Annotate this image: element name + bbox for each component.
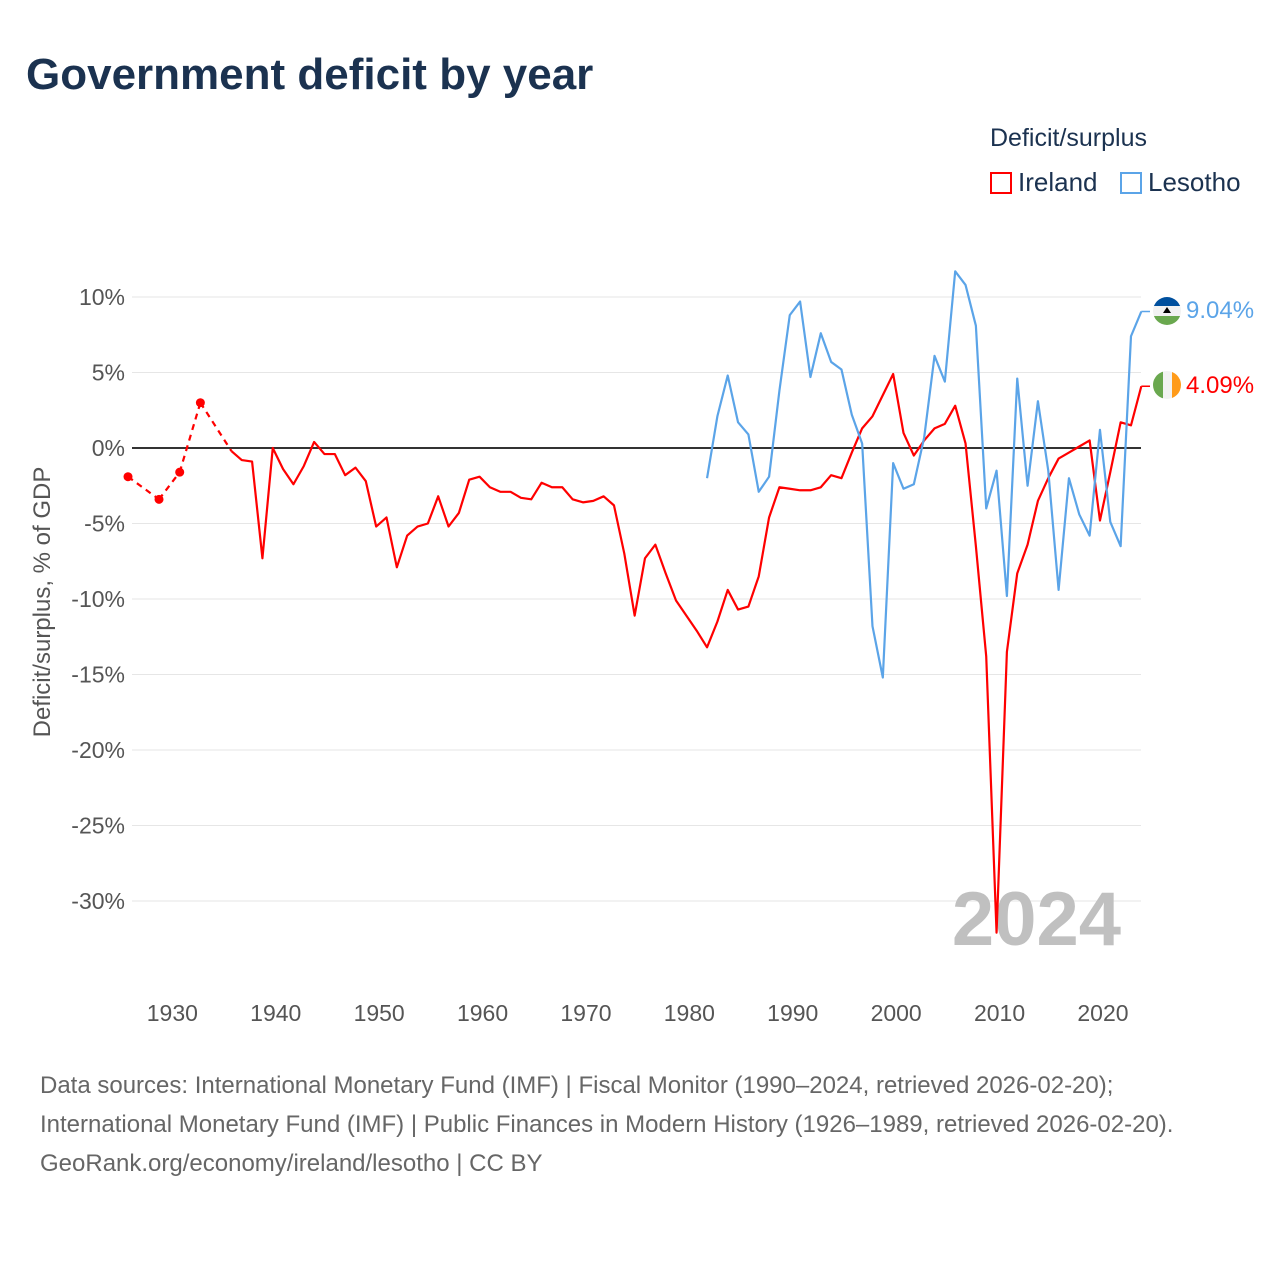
legend-swatch-lesotho — [1120, 171, 1142, 194]
lesotho-end-label: 9.04% — [1186, 297, 1254, 324]
legend-item-lesotho[interactable]: Lesotho — [1120, 167, 1241, 198]
legend-label-ireland: Ireland — [1018, 167, 1098, 197]
series-line — [230, 372, 1143, 934]
y-axis-title: Deficit/surplus, % of GDP — [29, 467, 56, 738]
x-tick-label: 2010 — [974, 1000, 1025, 1026]
gap-segment — [199, 402, 233, 452]
page-title: Government deficit by year — [26, 50, 594, 99]
lesotho-flag-icon — [1153, 297, 1181, 325]
gridlines — [132, 296, 1141, 902]
credit-link[interactable]: GeoRank.org/economy/ireland/lesotho | CC… — [40, 1150, 543, 1177]
y-axis-ticks: 10% 5% 0% -5% -10% -15% -20% -25% -30% — [71, 284, 125, 914]
series-lines — [123, 270, 1150, 934]
x-tick-label: 1960 — [457, 1000, 508, 1026]
ireland-flag-icon — [1153, 371, 1181, 399]
data-sources: Data sources: International Monetary Fun… — [40, 1072, 1174, 1138]
series-line — [705, 270, 1143, 679]
x-tick-label: 1970 — [560, 1000, 611, 1026]
x-tick-label: 1930 — [147, 1000, 198, 1026]
y-tick-label: 10% — [79, 284, 125, 310]
legend-label-lesotho: Lesotho — [1148, 167, 1241, 197]
y-tick-label: -30% — [71, 888, 125, 914]
legend-item-ireland[interactable]: Ireland — [990, 167, 1098, 198]
y-tick-label: 0% — [92, 435, 125, 461]
x-tick-label: 1990 — [767, 1000, 818, 1026]
x-tick-label: 1940 — [250, 1000, 301, 1026]
line-chart: 10%5%0%-5%-10%-15%-20%-25%-30% 1930 1940 1… — [29, 270, 1254, 1026]
y-tick-label: -5% — [84, 511, 125, 537]
series-lesotho — [705, 270, 1150, 679]
series-ireland — [123, 372, 1150, 934]
y-tick-label: 5% — [92, 360, 125, 386]
x-tick-label: 1950 — [354, 1000, 405, 1026]
footer: Data sources: International Monetary Fun… — [40, 1066, 1240, 1183]
y-tick-label: -20% — [71, 737, 125, 763]
y-tick-label: -15% — [71, 662, 125, 688]
y-tick-label: -25% — [71, 813, 125, 839]
x-axis-ticks: 1930 1940 1950 1960 1970 1980 1990 2000 2010 2020 — [147, 1000, 1129, 1026]
legend-swatch-ireland — [990, 171, 1012, 194]
y-tick-label: -10% — [71, 586, 125, 612]
legend-title: Deficit/surplus — [990, 124, 1147, 152]
x-tick-label: 2020 — [1077, 1000, 1128, 1026]
x-tick-label: 2000 — [871, 1000, 922, 1026]
gap-segment — [178, 402, 202, 473]
gap-segment — [158, 471, 181, 501]
ireland-end-label: 4.09% — [1186, 372, 1254, 399]
year-watermark: 2024 — [952, 877, 1121, 962]
gap-segment — [127, 475, 160, 501]
x-tick-label: 1980 — [664, 1000, 715, 1026]
